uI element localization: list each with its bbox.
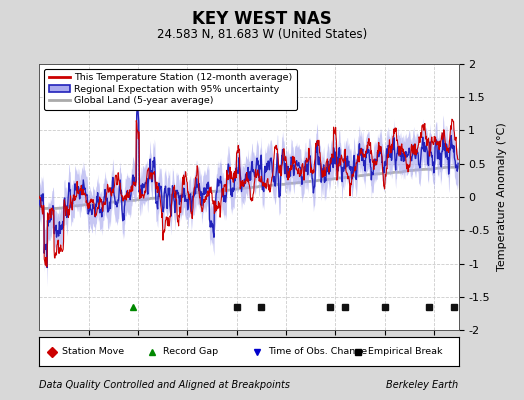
Text: Data Quality Controlled and Aligned at Breakpoints: Data Quality Controlled and Aligned at B… <box>39 380 290 390</box>
Text: KEY WEST NAS: KEY WEST NAS <box>192 10 332 28</box>
Legend: This Temperature Station (12-month average), Regional Expectation with 95% uncer: This Temperature Station (12-month avera… <box>44 69 297 110</box>
Text: Station Move: Station Move <box>62 347 125 356</box>
Text: Time of Obs. Change: Time of Obs. Change <box>268 347 367 356</box>
Text: 24.583 N, 81.683 W (United States): 24.583 N, 81.683 W (United States) <box>157 28 367 41</box>
Text: Berkeley Earth: Berkeley Earth <box>386 380 458 390</box>
Text: Empirical Break: Empirical Break <box>368 347 443 356</box>
Text: Record Gap: Record Gap <box>163 347 218 356</box>
Y-axis label: Temperature Anomaly (°C): Temperature Anomaly (°C) <box>497 123 507 271</box>
